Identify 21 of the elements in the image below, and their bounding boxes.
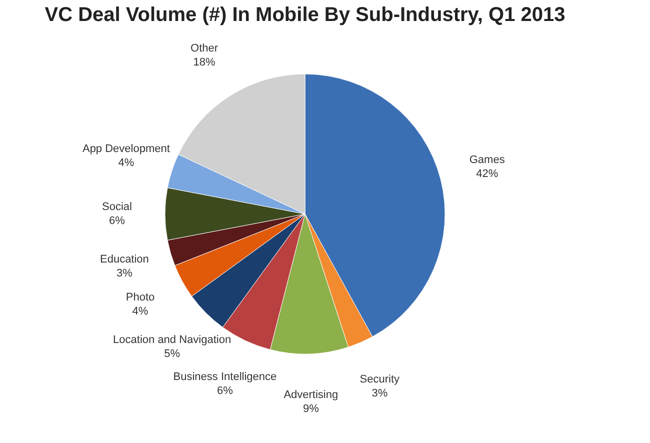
data-label: 6% (109, 215, 126, 227)
slice-label: Other (190, 42, 218, 54)
chart-title: VC Deal Volume (#) In Mobile By Sub-Industry, Q1 2013 (44, 4, 566, 26)
slice-label: Games (469, 154, 506, 166)
slice-label: Education (100, 253, 149, 266)
data-label: 3% (116, 267, 133, 280)
data-label: 18% (193, 56, 216, 68)
data-label: 42% (476, 168, 498, 180)
data-label: 3% (372, 388, 388, 400)
data-label: 5% (164, 348, 180, 360)
slice-label: Photo (126, 292, 155, 304)
data-label: 4% (118, 156, 134, 169)
slice-label: Social (102, 201, 132, 213)
slice-label: Security (360, 374, 400, 386)
data-label: 9% (302, 402, 320, 415)
data-label: 4% (132, 306, 148, 318)
slice-label: Business Intelligence (173, 371, 277, 384)
slice-label: Location and Navigation (113, 334, 232, 346)
slice-label: App Development (82, 142, 170, 155)
data-label: 6% (217, 385, 234, 398)
slice-label: Advertising (284, 388, 338, 401)
